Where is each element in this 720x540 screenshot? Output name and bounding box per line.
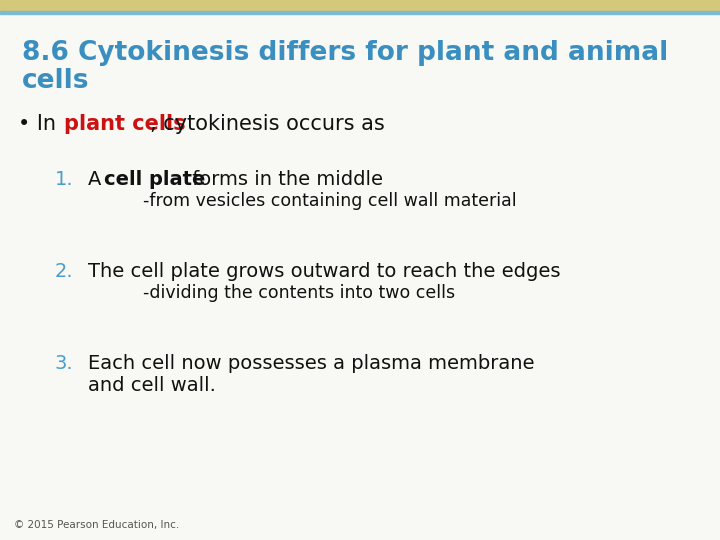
Text: plant cells: plant cells xyxy=(64,114,186,134)
Text: A: A xyxy=(88,170,107,189)
Bar xyxy=(0,0,720,11)
Text: -from vesicles containing cell wall material: -from vesicles containing cell wall mate… xyxy=(143,192,517,210)
Text: The cell plate grows outward to reach the edges: The cell plate grows outward to reach th… xyxy=(88,262,560,281)
Text: cell plate: cell plate xyxy=(104,170,205,189)
Text: • In: • In xyxy=(18,114,63,134)
Text: 3.: 3. xyxy=(55,354,73,373)
Text: cells: cells xyxy=(22,68,89,94)
Text: forms in the middle: forms in the middle xyxy=(186,170,383,189)
Text: -dividing the contents into two cells: -dividing the contents into two cells xyxy=(143,284,455,302)
Text: , cytokinesis occurs as: , cytokinesis occurs as xyxy=(150,114,384,134)
Text: © 2015 Pearson Education, Inc.: © 2015 Pearson Education, Inc. xyxy=(14,520,179,530)
Text: 8.6 Cytokinesis differs for plant and animal: 8.6 Cytokinesis differs for plant and an… xyxy=(22,40,668,66)
Text: 2.: 2. xyxy=(55,262,73,281)
Text: Each cell now possesses a plasma membrane
and cell wall.: Each cell now possesses a plasma membran… xyxy=(88,354,534,395)
Text: 1.: 1. xyxy=(55,170,73,189)
Bar xyxy=(0,11,720,14)
